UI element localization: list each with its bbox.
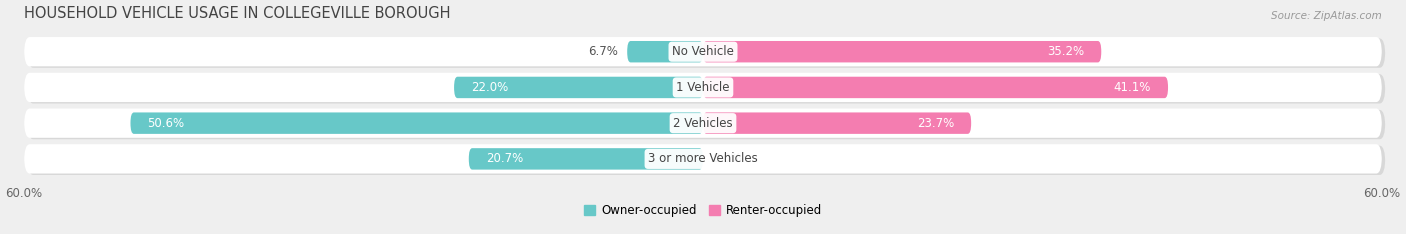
FancyBboxPatch shape xyxy=(24,73,1382,102)
Legend: Owner-occupied, Renter-occupied: Owner-occupied, Renter-occupied xyxy=(579,200,827,222)
FancyBboxPatch shape xyxy=(703,77,1168,98)
FancyBboxPatch shape xyxy=(703,41,1101,62)
FancyBboxPatch shape xyxy=(24,37,1382,66)
Text: 22.0%: 22.0% xyxy=(471,81,509,94)
FancyBboxPatch shape xyxy=(28,74,1385,103)
Text: 1 Vehicle: 1 Vehicle xyxy=(676,81,730,94)
Text: No Vehicle: No Vehicle xyxy=(672,45,734,58)
Text: 3 or more Vehicles: 3 or more Vehicles xyxy=(648,152,758,165)
Text: 20.7%: 20.7% xyxy=(485,152,523,165)
FancyBboxPatch shape xyxy=(454,77,703,98)
FancyBboxPatch shape xyxy=(24,144,1382,174)
FancyBboxPatch shape xyxy=(28,110,1385,139)
FancyBboxPatch shape xyxy=(131,113,703,134)
FancyBboxPatch shape xyxy=(468,148,703,170)
FancyBboxPatch shape xyxy=(28,38,1385,68)
Text: HOUSEHOLD VEHICLE USAGE IN COLLEGEVILLE BOROUGH: HOUSEHOLD VEHICLE USAGE IN COLLEGEVILLE … xyxy=(24,6,450,21)
Text: 2 Vehicles: 2 Vehicles xyxy=(673,117,733,130)
FancyBboxPatch shape xyxy=(28,146,1385,175)
Text: 6.7%: 6.7% xyxy=(588,45,619,58)
Text: 41.1%: 41.1% xyxy=(1114,81,1152,94)
FancyBboxPatch shape xyxy=(627,41,703,62)
Text: 0.0%: 0.0% xyxy=(711,152,742,165)
FancyBboxPatch shape xyxy=(24,109,1382,138)
Text: 23.7%: 23.7% xyxy=(917,117,955,130)
Text: Source: ZipAtlas.com: Source: ZipAtlas.com xyxy=(1271,11,1382,21)
FancyBboxPatch shape xyxy=(703,113,972,134)
Text: 35.2%: 35.2% xyxy=(1047,45,1084,58)
Text: 50.6%: 50.6% xyxy=(148,117,184,130)
